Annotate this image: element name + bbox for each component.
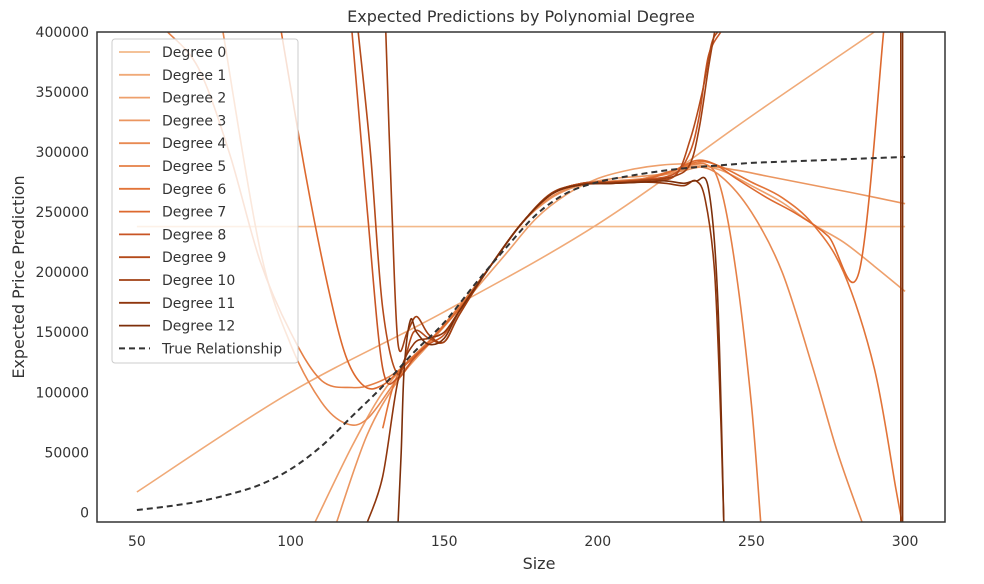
y-tick-label: 300000 <box>36 145 89 161</box>
x-tick-label: 200 <box>584 534 611 550</box>
legend-label: True Relationship <box>161 341 282 357</box>
legend-label: Degree 9 <box>162 250 226 266</box>
legend-item: Degree 9 <box>119 250 226 266</box>
legend-box <box>111 38 299 364</box>
plot-frame <box>96 31 946 523</box>
y-tick-label: 100000 <box>36 385 89 401</box>
chart-title: Expected Predictions by Polynomial Degre… <box>347 7 695 26</box>
legend-item: Degree 7 <box>119 205 226 221</box>
y-tick-label: 200000 <box>36 265 89 281</box>
legend-item: Degree 1 <box>119 68 226 84</box>
legend-item: Degree 0 <box>119 45 226 61</box>
legend-item: Degree 10 <box>119 273 235 289</box>
legend-item: Degree 8 <box>119 227 226 243</box>
x-tick-labels: 50 100 150 200 250 300 <box>128 534 918 550</box>
legend-label: Degree 0 <box>162 45 226 61</box>
series-line-degree-12 <box>397 176 725 522</box>
legend-item: Degree 11 <box>119 296 235 312</box>
legend-item: True Relationship <box>119 341 282 357</box>
y-axis-label: Expected Price Prediction <box>9 175 28 378</box>
legend-item: Degree 4 <box>119 136 226 152</box>
legend-label: Degree 2 <box>162 91 226 107</box>
legend-label: Degree 8 <box>162 227 226 243</box>
x-tick-label: 300 <box>892 534 919 550</box>
y-tick-label: 250000 <box>36 205 89 221</box>
series-line-degree-1 <box>136 32 875 493</box>
legend-item: Degree 5 <box>119 159 226 175</box>
legend-item: Degree 6 <box>119 182 226 198</box>
series-line-degree-4 <box>222 32 863 522</box>
y-tick-label: 350000 <box>36 85 89 101</box>
legend-label: Degree 1 <box>162 68 226 84</box>
y-tick-labels: 0 50000 100000 150000 200000 250000 300000 3500… <box>36 25 89 521</box>
legend-label: Degree 5 <box>162 159 226 175</box>
x-tick-label: 50 <box>128 534 146 550</box>
x-tick-label: 250 <box>738 534 765 550</box>
y-tick-label: 50000 <box>44 445 89 461</box>
series-line-true-relationship <box>136 155 906 511</box>
legend-item: Degree 12 <box>119 319 235 335</box>
x-tick-label: 150 <box>431 534 458 550</box>
legend-label: Degree 12 <box>162 319 235 335</box>
legend-item: Degree 3 <box>119 113 226 129</box>
legend-label: Degree 6 <box>162 182 226 198</box>
legend-label: Degree 10 <box>162 273 235 289</box>
y-tick-label: 400000 <box>36 25 89 41</box>
x-tick-label: 100 <box>277 534 304 550</box>
x-axis-label: Size <box>523 554 556 573</box>
series-layer <box>136 32 906 522</box>
y-tick-label: 150000 <box>36 325 89 341</box>
legend-label: Degree 7 <box>162 205 226 221</box>
legend: Degree 0 Degree 1 Degree 2 Degree 3 Degree 4… <box>111 38 299 364</box>
legend-label: Degree 3 <box>162 113 226 129</box>
legend-label: Degree 11 <box>162 296 235 312</box>
y-tick-label: 0 <box>80 505 89 521</box>
legend-label: Degree 4 <box>162 136 226 152</box>
legend-item: Degree 2 <box>119 91 226 107</box>
